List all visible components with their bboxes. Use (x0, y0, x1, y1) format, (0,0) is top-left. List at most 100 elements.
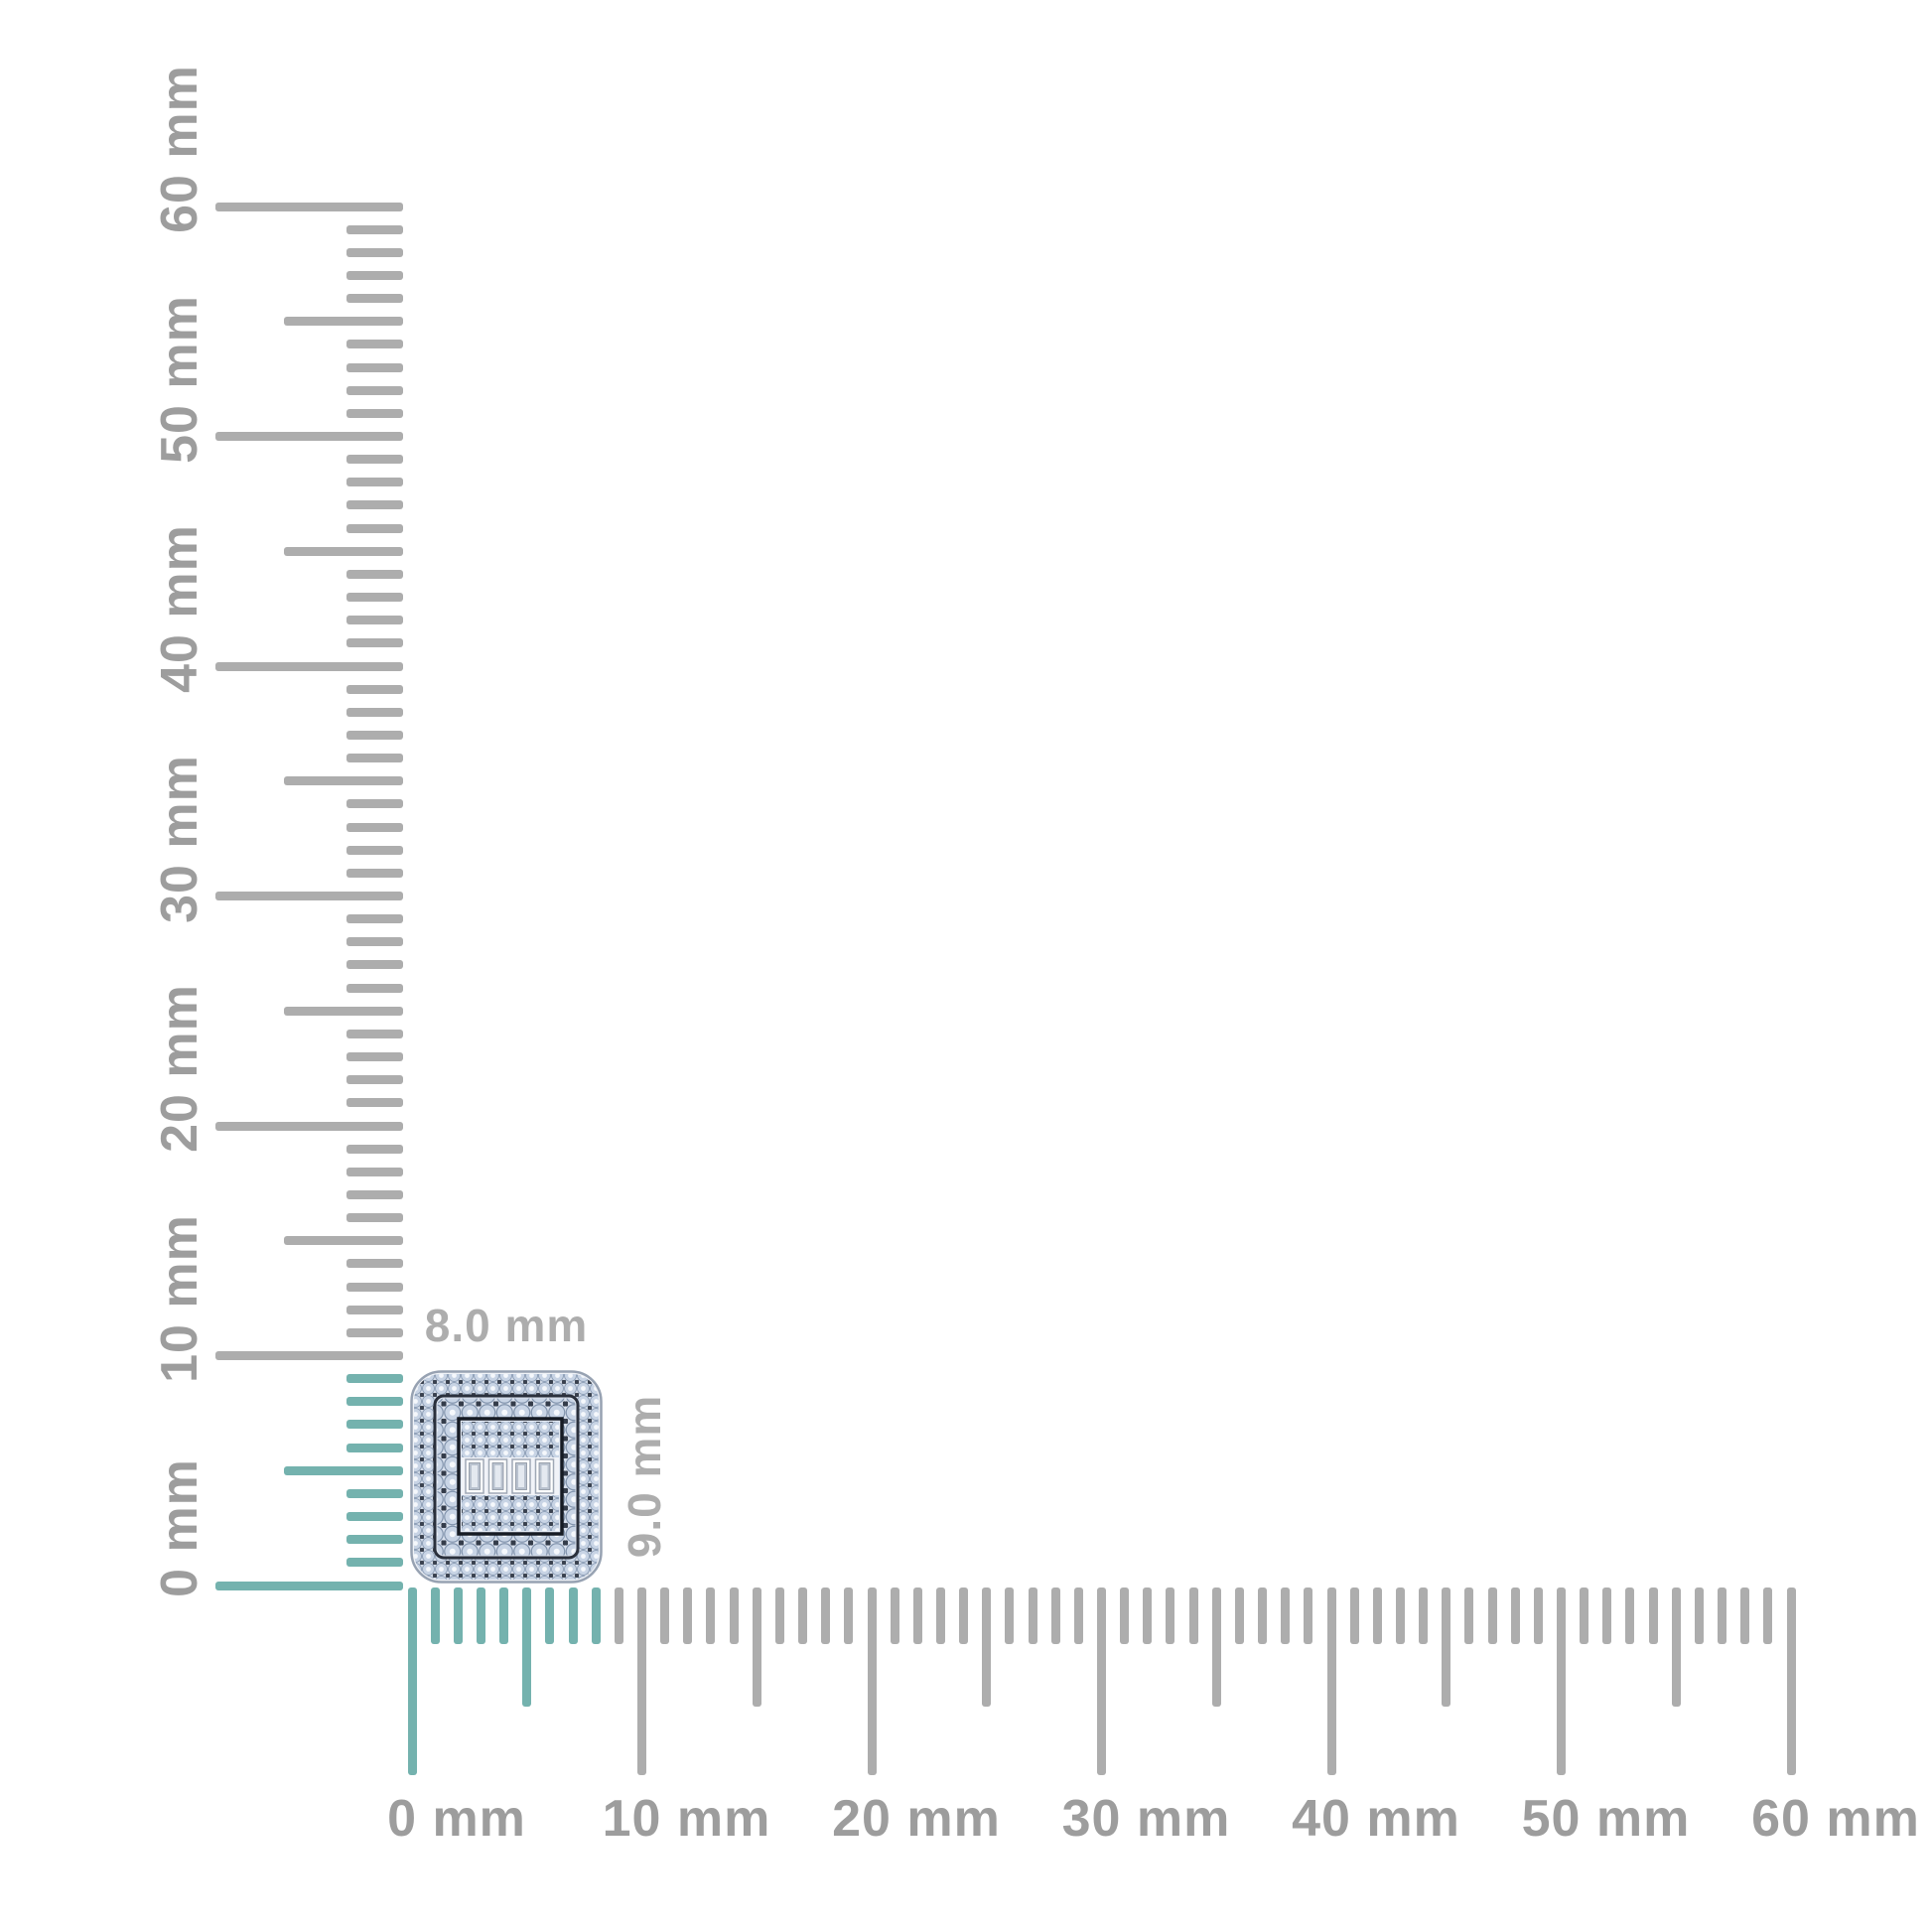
h-ruler-tick-27mm (1028, 1587, 1037, 1644)
v-ruler-tick-29mm (346, 914, 403, 924)
v-ruler-tick-1mm (346, 1558, 403, 1568)
h-ruler-tick-45mm (1442, 1587, 1451, 1707)
v-ruler-tick-45mm (284, 546, 403, 556)
h-ruler-tick-39mm (1304, 1587, 1313, 1644)
v-ruler-tick-40mm (215, 661, 403, 671)
h-ruler-tick-26mm (1005, 1587, 1015, 1644)
h-ruler-tick-5mm (522, 1587, 532, 1707)
h-ruler-tick-50mm (1557, 1587, 1566, 1775)
v-ruler-tick-26mm (346, 983, 403, 993)
h-ruler-tick-19mm (844, 1587, 854, 1644)
h-ruler-tick-55mm (1671, 1587, 1681, 1707)
v-ruler-tick-21mm (346, 1098, 403, 1108)
v-ruler-tick-42mm (346, 616, 403, 625)
h-ruler-tick-4mm (499, 1587, 509, 1644)
h-ruler-tick-49mm (1533, 1587, 1543, 1644)
h-ruler-label-0mm: 0 mm (387, 1790, 526, 1848)
h-ruler-tick-54mm (1648, 1587, 1658, 1644)
h-ruler-tick-56mm (1694, 1587, 1704, 1644)
h-ruler-tick-43mm (1395, 1587, 1405, 1644)
v-ruler-tick-46mm (346, 523, 403, 533)
h-ruler-tick-46mm (1464, 1587, 1474, 1644)
v-ruler-label-0mm: 0 mm (151, 1458, 208, 1597)
h-ruler-tick-13mm (706, 1587, 716, 1644)
h-ruler-tick-48mm (1510, 1587, 1520, 1644)
h-ruler-tick-33mm (1166, 1587, 1175, 1644)
v-ruler-tick-59mm (346, 224, 403, 234)
v-ruler-label-40mm: 40 mm (151, 524, 208, 693)
v-ruler-tick-32mm (346, 845, 403, 855)
h-ruler-tick-16mm (774, 1587, 784, 1644)
h-ruler-tick-35mm (1211, 1587, 1221, 1707)
center-plate (457, 1417, 564, 1536)
v-ruler-tick-43mm (346, 593, 403, 603)
v-ruler-tick-14mm (346, 1259, 403, 1269)
h-ruler-tick-8mm (591, 1587, 601, 1644)
v-ruler-tick-54mm (346, 340, 403, 349)
v-ruler-tick-18mm (346, 1167, 403, 1176)
v-ruler-label-60mm: 60 mm (151, 65, 208, 233)
h-ruler-tick-6mm (545, 1587, 555, 1644)
h-ruler-tick-40mm (1326, 1587, 1336, 1775)
h-ruler-tick-59mm (1763, 1587, 1773, 1644)
h-ruler-tick-18mm (821, 1587, 831, 1644)
v-ruler-tick-7mm (346, 1420, 403, 1430)
v-ruler-tick-33mm (346, 822, 403, 832)
v-ruler-tick-44mm (346, 569, 403, 579)
h-ruler-tick-25mm (982, 1587, 992, 1707)
v-ruler-tick-11mm (346, 1327, 403, 1337)
v-ruler-tick-39mm (346, 684, 403, 694)
h-ruler-tick-38mm (1281, 1587, 1291, 1644)
v-ruler-tick-50mm (215, 432, 403, 441)
v-ruler-tick-51mm (346, 408, 403, 418)
h-ruler-tick-17mm (798, 1587, 808, 1644)
v-ruler-tick-8mm (346, 1397, 403, 1407)
v-ruler-tick-13mm (346, 1282, 403, 1292)
v-ruler-label-50mm: 50 mm (151, 294, 208, 464)
h-ruler-tick-60mm (1786, 1587, 1796, 1775)
h-ruler-tick-9mm (614, 1587, 623, 1644)
h-ruler-label-50mm: 50 mm (1521, 1790, 1691, 1848)
v-ruler-tick-25mm (284, 1006, 403, 1016)
v-ruler-tick-12mm (346, 1305, 403, 1314)
v-ruler-tick-55mm (284, 317, 403, 327)
v-ruler-tick-6mm (346, 1443, 403, 1452)
baguette-stone (487, 1458, 508, 1494)
product-image (410, 1370, 603, 1584)
v-ruler-tick-2mm (346, 1535, 403, 1545)
v-ruler-tick-57mm (346, 270, 403, 280)
h-ruler-label-30mm: 30 mm (1061, 1790, 1231, 1848)
h-ruler-tick-42mm (1372, 1587, 1382, 1644)
h-ruler-tick-57mm (1718, 1587, 1727, 1644)
v-ruler-tick-35mm (284, 776, 403, 786)
h-ruler-tick-53mm (1625, 1587, 1635, 1644)
v-ruler-tick-28mm (346, 937, 403, 947)
h-ruler-tick-14mm (729, 1587, 739, 1644)
v-ruler-tick-37mm (346, 730, 403, 740)
v-ruler-tick-15mm (284, 1236, 403, 1246)
h-ruler-tick-30mm (1097, 1587, 1106, 1775)
h-ruler-label-40mm: 40 mm (1292, 1790, 1460, 1848)
h-ruler-label-10mm: 10 mm (602, 1790, 771, 1848)
v-ruler-tick-27mm (346, 960, 403, 970)
h-ruler-label-60mm: 60 mm (1751, 1790, 1920, 1848)
h-ruler-tick-24mm (959, 1587, 969, 1644)
h-ruler-tick-41mm (1349, 1587, 1359, 1644)
v-ruler-tick-31mm (346, 868, 403, 878)
h-ruler-tick-12mm (683, 1587, 693, 1644)
v-ruler-tick-56mm (346, 294, 403, 304)
h-ruler-tick-10mm (637, 1587, 646, 1775)
v-ruler-tick-38mm (346, 707, 403, 717)
v-ruler-tick-53mm (346, 362, 403, 372)
v-ruler-label-10mm: 10 mm (151, 1213, 208, 1383)
v-ruler-tick-19mm (346, 1144, 403, 1154)
h-ruler-label-20mm: 20 mm (832, 1790, 1001, 1848)
product-height-label: 9.0 mm (619, 1394, 670, 1559)
h-ruler-tick-51mm (1580, 1587, 1589, 1644)
v-ruler-tick-36mm (346, 754, 403, 763)
v-ruler-tick-0mm (215, 1581, 403, 1590)
v-ruler-label-30mm: 30 mm (151, 754, 208, 923)
h-ruler-tick-28mm (1050, 1587, 1060, 1644)
h-ruler-tick-7mm (568, 1587, 578, 1644)
baguette-stone (465, 1458, 484, 1494)
